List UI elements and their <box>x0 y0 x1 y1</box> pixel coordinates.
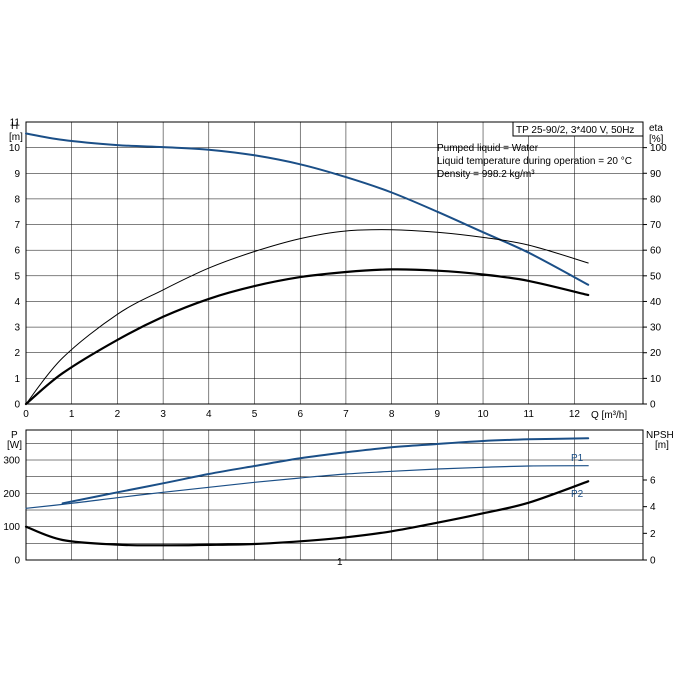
y-tick-label-left: 0 <box>14 556 20 567</box>
y-tick-label-right: 50 <box>650 271 662 282</box>
top-left-axis-label-2: [m] <box>9 132 23 143</box>
y-tick-label-left: 2 <box>14 348 20 359</box>
x-tick-label: 1 <box>69 409 75 420</box>
bottom-left-axis-label-1: P <box>11 430 18 441</box>
title-box <box>512 121 644 137</box>
y-tick-label-left: 1 <box>14 374 20 385</box>
top-left-axis-label-1: H <box>11 121 18 132</box>
y-tick-label-left: 200 <box>3 489 20 500</box>
series-label-p1: P1 <box>571 453 584 464</box>
head-efficiency-panel: 0 1 2 3 4 5 6 7 8 9 10 11 12012345678910110102030405… <box>9 118 667 422</box>
x-tick-label: 11 <box>524 409 535 420</box>
y-tick-label-right: 10 <box>650 374 662 385</box>
y-tick-label-right: 2 <box>650 529 656 540</box>
y-tick-label-left: 300 <box>3 456 20 467</box>
info-line-density: Density = 998.2 kg/m³ <box>437 169 535 180</box>
top-tick-labels: 0 1 2 3 4 5 6 7 8 9 10 11 12012345678910110102030405… <box>9 118 667 421</box>
series-line-p2 <box>25 465 589 509</box>
x-tick-label: 5 <box>252 409 258 420</box>
power-npsh-panel: 0 100 200 300 0 2 4 6 P [W] NPSH [m] P1 P2 1 <box>3 429 674 568</box>
y-tick-label-right: 4 <box>650 502 656 513</box>
series-line-head <box>25 132 590 286</box>
y-tick-label-right: 0 <box>650 400 656 411</box>
y-tick-label-left: 8 <box>14 194 20 205</box>
y-tick-label-right: 0 <box>650 556 656 567</box>
top-right-axis-label-2: [%] <box>649 134 664 145</box>
series-label-p2: P2 <box>571 489 584 500</box>
y-tick-label-left: 7 <box>14 220 20 231</box>
info-line-temperature: Liquid temperature during operation = 20… <box>437 156 632 167</box>
y-tick-label-left: 5 <box>14 271 20 282</box>
bottom-grid <box>26 430 643 560</box>
series-line-npsh <box>24 480 590 547</box>
y-tick-label-left: 4 <box>14 297 20 308</box>
y-tick-label-left: 10 <box>9 143 21 154</box>
y-tick-label-right: 70 <box>650 220 662 231</box>
y-tick-label-right: 80 <box>650 194 662 205</box>
series-line-thin <box>25 229 589 405</box>
bottom-tick-labels: 0 100 200 300 0 2 4 6 <box>3 456 656 567</box>
x-tick-label: 10 <box>477 409 489 420</box>
x-axis-label: Q [m³/h] <box>591 410 627 421</box>
x-tick-label: 8 <box>389 409 395 420</box>
x-tick-label: 6 <box>297 409 303 420</box>
bottom-plot-frame <box>25 429 644 561</box>
y-tick-label-right: 60 <box>650 246 662 257</box>
bottom-right-axis-label-1: NPSH <box>646 430 674 441</box>
y-tick-label-right: 40 <box>650 297 662 308</box>
x-tick-label: 12 <box>569 409 581 420</box>
x-tick-label: 9 <box>435 409 441 420</box>
y-tick-label-right: 20 <box>650 348 662 359</box>
y-tick-label-left: 6 <box>14 246 20 257</box>
info-line-pumped-liquid: Pumped liquid = Water <box>437 143 539 154</box>
y-tick-label-left: 3 <box>14 323 20 334</box>
y-tick-label-right: 30 <box>650 323 662 334</box>
y-tick-label-left: 100 <box>3 522 20 533</box>
bottom-left-axis-label-2: [W] <box>7 440 22 451</box>
series-line-p1 <box>61 437 590 505</box>
y-tick-label-left: 0 <box>14 400 20 411</box>
x-tick-label: 4 <box>206 409 212 420</box>
x-tick-label: 0 <box>23 409 29 420</box>
bottom-annotation: 1 <box>337 557 343 568</box>
series-line-thick <box>24 268 590 406</box>
y-tick-label-right: 100 <box>650 143 667 154</box>
bottom-series <box>24 437 590 547</box>
bottom-right-axis-label-2: [m] <box>655 440 669 451</box>
y-tick-label-right: 6 <box>650 476 656 487</box>
top-right-axis-label-1: eta <box>649 123 663 134</box>
y-tick-label-left: 11 <box>10 118 21 129</box>
x-tick-label: 3 <box>160 409 166 420</box>
x-tick-label: 2 <box>115 409 121 420</box>
y-tick-label-left: 9 <box>14 169 20 180</box>
y-tick-label-right: 90 <box>650 169 662 180</box>
top-series <box>24 132 590 406</box>
chart-title: TP 25-90/2, 3*400 V, 50Hz <box>516 125 634 136</box>
x-tick-label: 7 <box>343 409 349 420</box>
